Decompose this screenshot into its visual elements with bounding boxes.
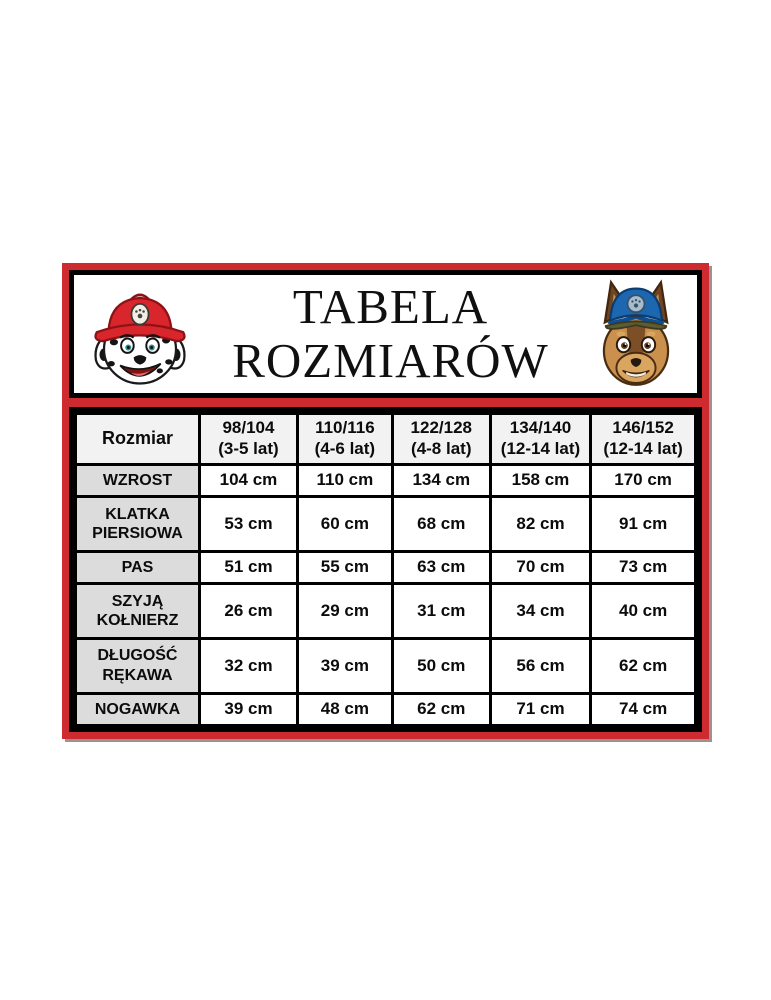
table-cell: 34 cm — [488, 582, 593, 640]
page-title-line1: TABELA — [292, 279, 489, 335]
table-row: PAS 51 cm 55 cm 63 cm 70 cm 73 cm — [74, 549, 697, 586]
table-cell: 70 cm — [488, 549, 593, 586]
table-cell: 62 cm — [390, 691, 492, 728]
table-cell: 51 cm — [197, 549, 299, 586]
table-cell: 53 cm — [197, 495, 299, 553]
row-label: PAS — [74, 549, 201, 586]
table-cell: 48 cm — [295, 691, 394, 728]
table-cell: 29 cm — [295, 582, 394, 640]
table-cell: 56 cm — [488, 636, 593, 695]
column-header: 98/104 (3-5 lat) — [197, 412, 299, 466]
size-chart: TABELA ROZMIARÓW — [62, 263, 709, 739]
size-table: Rozmiar 98/104 (3-5 lat) 110/116 (4-6 lat) 1… — [74, 412, 697, 728]
table-cell: 50 cm — [390, 636, 492, 695]
marshall-paw-patrol-icon — [94, 293, 186, 385]
table-cell: 91 cm — [589, 495, 697, 553]
row-label: SZYJĄ KOŁNIERZ — [74, 582, 201, 640]
row-label: DŁUGOŚĆ RĘKAWA — [74, 636, 201, 695]
table-cell: 60 cm — [295, 495, 394, 553]
row-label: WZROST — [74, 462, 201, 499]
table-cell: 26 cm — [197, 582, 299, 640]
table-cell: 170 cm — [589, 462, 697, 499]
column-header: 110/116 (4-6 lat) — [295, 412, 394, 466]
table-cell: 63 cm — [390, 549, 492, 586]
column-header: 134/140 (12-14 lat) — [488, 412, 593, 466]
page-title: TABELA ROZMIARÓW — [194, 280, 587, 388]
table-header-row: Rozmiar 98/104 (3-5 lat) 110/116 (4-6 lat) 1… — [74, 412, 697, 466]
page-title-line2: ROZMIARÓW — [232, 333, 549, 388]
corner-label: Rozmiar — [74, 412, 201, 466]
chase-paw-patrol-icon — [602, 279, 670, 386]
table-cell: 110 cm — [295, 462, 394, 499]
table-cell: 39 cm — [197, 691, 299, 728]
column-header: 122/128 (4-8 lat) — [390, 412, 492, 466]
table-cell: 71 cm — [488, 691, 593, 728]
table-cell: 40 cm — [589, 582, 697, 640]
table-cell: 39 cm — [295, 636, 394, 695]
table-row: DŁUGOŚĆ RĘKAWA 32 cm 39 cm 50 cm 56 cm 62 cm — [74, 636, 697, 695]
table-cell: 158 cm — [488, 462, 593, 499]
table-cell: 74 cm — [589, 691, 697, 728]
size-table-container: Rozmiar 98/104 (3-5 lat) 110/116 (4-6 lat) 1… — [69, 407, 702, 732]
table-cell: 31 cm — [390, 582, 492, 640]
table-cell: 32 cm — [197, 636, 299, 695]
table-row: SZYJĄ KOŁNIERZ 26 cm 29 cm 31 cm 34 cm 40 cm — [74, 582, 697, 640]
table-row: KLATKA PIERSIOWA 53 cm 60 cm 68 cm 82 cm 91 cm — [74, 495, 697, 553]
table-cell: 134 cm — [390, 462, 492, 499]
row-label: KLATKA PIERSIOWA — [74, 495, 201, 553]
column-header: 146/152 (12-14 lat) — [589, 412, 697, 466]
table-cell: 73 cm — [589, 549, 697, 586]
table-cell: 104 cm — [197, 462, 299, 499]
table-row: WZROST 104 cm 110 cm 134 cm 158 cm 170 cm — [74, 462, 697, 499]
table-cell: 82 cm — [488, 495, 593, 553]
table-cell: 55 cm — [295, 549, 394, 586]
header-banner: TABELA ROZMIARÓW — [69, 270, 702, 398]
row-label: NOGAWKA — [74, 691, 201, 728]
table-row: NOGAWKA 39 cm 48 cm 62 cm 71 cm 74 cm — [74, 691, 697, 728]
table-cell: 62 cm — [589, 636, 697, 695]
table-cell: 68 cm — [390, 495, 492, 553]
